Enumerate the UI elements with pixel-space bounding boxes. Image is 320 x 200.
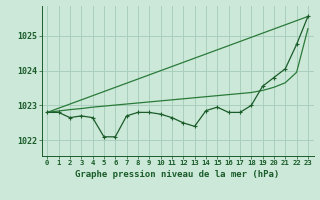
X-axis label: Graphe pression niveau de la mer (hPa): Graphe pression niveau de la mer (hPa): [76, 170, 280, 179]
